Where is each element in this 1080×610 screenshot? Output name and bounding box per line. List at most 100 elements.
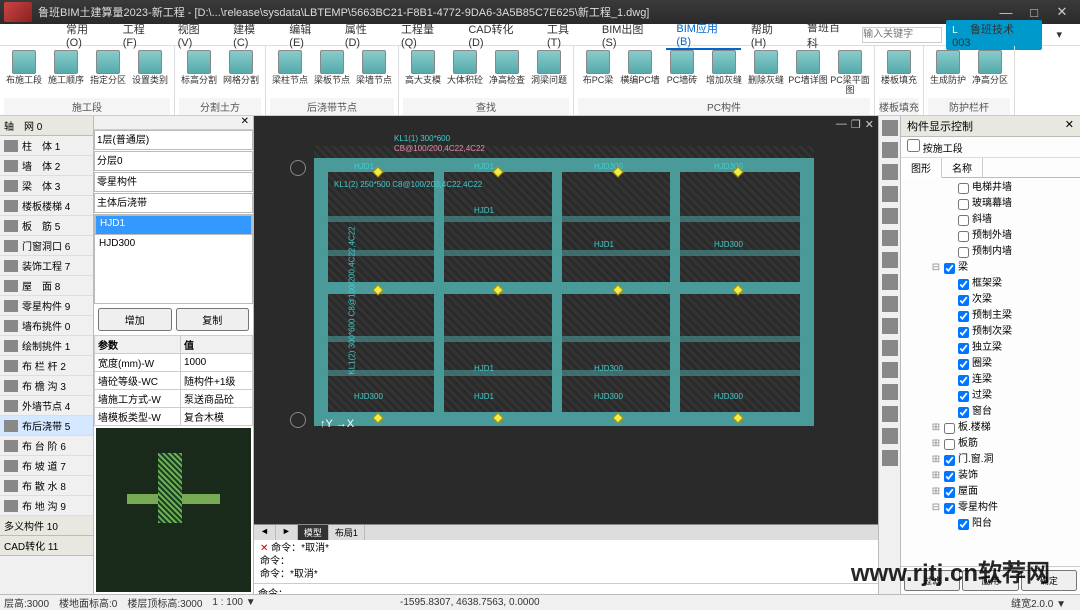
drawing-canvas[interactable]: — ❐ ✕ KL1(1) 300*600 CB@100/200,4C22,4C2… xyxy=(254,116,878,594)
ribbon-button[interactable]: 设置类别 xyxy=(130,48,170,98)
ribbon-button[interactable]: 网格分割 xyxy=(221,48,261,98)
menu-item[interactable]: 属性(D) xyxy=(335,21,391,49)
dropdown-icon[interactable]: ▾ xyxy=(1046,28,1072,41)
list-item[interactable]: HJD300 xyxy=(95,236,252,251)
ribbon-button[interactable]: 标高分割 xyxy=(179,48,219,98)
left-item[interactable]: 布后浇带 5 xyxy=(0,416,93,436)
tool-icon[interactable] xyxy=(882,406,898,422)
left-item[interactable]: 板 筋 5 xyxy=(0,216,93,236)
left-header[interactable]: 轴 网 0 xyxy=(0,116,93,136)
tool-icon[interactable] xyxy=(882,142,898,158)
canvas-min-icon[interactable]: — xyxy=(836,118,847,131)
ribbon-button[interactable]: 布PC梁 xyxy=(578,48,618,98)
tab-graphic[interactable]: 图形 xyxy=(901,158,942,178)
ribbon-button[interactable]: PC墙详图 xyxy=(788,48,828,98)
tree-node[interactable]: ⊞屋面 xyxy=(905,484,1076,500)
add-button[interactable]: 增加 xyxy=(98,308,172,331)
tab-nav[interactable]: ◄ xyxy=(254,525,276,540)
panel-close-icon[interactable]: ✕ xyxy=(94,116,253,130)
menu-item[interactable]: 工具(T) xyxy=(537,21,592,49)
category-select[interactable]: 零星构件 xyxy=(94,172,253,192)
tree-node[interactable]: 窗台 xyxy=(905,404,1076,420)
ribbon-button[interactable]: 大体积砼 xyxy=(445,48,485,98)
menu-item[interactable]: 常用(O) xyxy=(56,21,113,49)
type-select[interactable]: 主体后浇带 xyxy=(94,193,253,213)
tree-node[interactable]: 预制外墙 xyxy=(905,228,1076,244)
tool-icon[interactable] xyxy=(882,362,898,378)
left-item[interactable]: 楼板楼梯 4 xyxy=(0,196,93,216)
left-item[interactable]: 梁 体 3 xyxy=(0,176,93,196)
tool-icon[interactable] xyxy=(882,318,898,334)
tool-icon[interactable] xyxy=(882,120,898,136)
tree-node[interactable]: ⊟梁 xyxy=(905,260,1076,276)
canvas-close-icon[interactable]: ✕ xyxy=(865,118,874,131)
ribbon-button[interactable]: 楼板填充 xyxy=(879,48,919,98)
tree-node[interactable]: 圈梁 xyxy=(905,356,1076,372)
menu-item[interactable]: BIM出图(S) xyxy=(592,21,666,49)
left-item[interactable]: 布 地 沟 9 xyxy=(0,496,93,516)
left-bottom-item[interactable]: 多义构件 10 xyxy=(0,516,93,536)
maximize-button[interactable]: □ xyxy=(1020,5,1048,20)
panel-close-icon[interactable]: ✕ xyxy=(1065,118,1074,134)
menu-item[interactable]: 建模(C) xyxy=(223,21,279,49)
tree-node[interactable]: 连梁 xyxy=(905,372,1076,388)
tree-node[interactable]: 过梁 xyxy=(905,388,1076,404)
ribbon-button[interactable]: 净高分区 xyxy=(970,48,1010,98)
left-item[interactable]: 墙布挑件 0 xyxy=(0,316,93,336)
tree-node[interactable]: ⊞装饰 xyxy=(905,468,1076,484)
left-item[interactable]: 布 坡 道 7 xyxy=(0,456,93,476)
by-section-checkbox[interactable] xyxy=(907,139,920,152)
tool-icon[interactable] xyxy=(882,186,898,202)
ribbon-button[interactable]: PC梁平面图 xyxy=(830,48,870,98)
tool-icon[interactable] xyxy=(882,340,898,356)
tree-node[interactable]: ⊞板筋 xyxy=(905,436,1076,452)
left-item[interactable]: 布 檐 沟 3 xyxy=(0,376,93,396)
minimize-button[interactable]: — xyxy=(992,5,1020,20)
ribbon-button[interactable]: 布施工段 xyxy=(4,48,44,98)
ribbon-button[interactable]: 梁柱节点 xyxy=(270,48,310,98)
tab-name[interactable]: 名称 xyxy=(942,158,983,177)
component-list[interactable]: HJD1 HJD300 xyxy=(94,214,253,304)
left-item[interactable]: 零星构件 9 xyxy=(0,296,93,316)
menu-item[interactable]: 编辑(E) xyxy=(279,21,335,49)
left-item[interactable]: 布 栏 杆 2 xyxy=(0,356,93,376)
user-badge[interactable]: L 鲁班技术003 xyxy=(946,20,1042,50)
tool-icon[interactable] xyxy=(882,252,898,268)
menu-item[interactable]: 帮助(H) xyxy=(741,21,797,49)
tree-node[interactable]: ⊞门.窗.洞 xyxy=(905,452,1076,468)
tree-node[interactable]: ⊞板.楼梯 xyxy=(905,420,1076,436)
tree-node[interactable]: 预制内墙 xyxy=(905,244,1076,260)
tool-icon[interactable] xyxy=(882,428,898,444)
ribbon-button[interactable]: 高大支模 xyxy=(403,48,443,98)
tool-icon[interactable] xyxy=(882,384,898,400)
layer-select[interactable]: 分层0 xyxy=(94,151,253,171)
tool-icon[interactable] xyxy=(882,274,898,290)
ribbon-button[interactable]: 施工顺序 xyxy=(46,48,86,98)
tool-icon[interactable] xyxy=(882,164,898,180)
tool-icon[interactable] xyxy=(882,450,898,466)
menu-item[interactable]: 工程(F) xyxy=(113,21,168,49)
ribbon-button[interactable]: 增加灰缝 xyxy=(704,48,744,98)
left-item[interactable]: 布 台 阶 6 xyxy=(0,436,93,456)
tree-node[interactable]: 框架梁 xyxy=(905,276,1076,292)
tree-node[interactable]: 预制次梁 xyxy=(905,324,1076,340)
component-tree[interactable]: 电梯井墙玻璃幕墙斜墙预制外墙预制内墙⊟梁框架梁次梁预制主梁预制次梁独立梁圈梁连梁… xyxy=(901,178,1080,566)
left-item[interactable]: 墙 体 2 xyxy=(0,156,93,176)
tree-node[interactable]: 玻璃幕墙 xyxy=(905,196,1076,212)
tree-node[interactable]: 预制主梁 xyxy=(905,308,1076,324)
status-right[interactable]: 缝宽2.0.0 ▼ xyxy=(1011,595,1066,610)
floor-select[interactable]: 1层(普通层) xyxy=(94,130,253,150)
left-item[interactable]: 外墙节点 4 xyxy=(0,396,93,416)
copy-button[interactable]: 复制 xyxy=(176,308,250,331)
status-scale[interactable]: 1 : 100 ▼ xyxy=(212,597,255,608)
search-input[interactable] xyxy=(862,27,942,43)
command-input[interactable] xyxy=(288,585,874,594)
menu-item[interactable]: 视图(V) xyxy=(168,21,224,49)
left-item[interactable]: 柱 体 1 xyxy=(0,136,93,156)
list-item[interactable]: HJD1 xyxy=(95,215,252,235)
left-bottom-item[interactable]: CAD转化 11 xyxy=(0,536,93,556)
tree-node[interactable]: 斜墙 xyxy=(905,212,1076,228)
left-item[interactable]: 布 散 水 8 xyxy=(0,476,93,496)
tree-node[interactable]: 次梁 xyxy=(905,292,1076,308)
ribbon-button[interactable]: 生成防护 xyxy=(928,48,968,98)
